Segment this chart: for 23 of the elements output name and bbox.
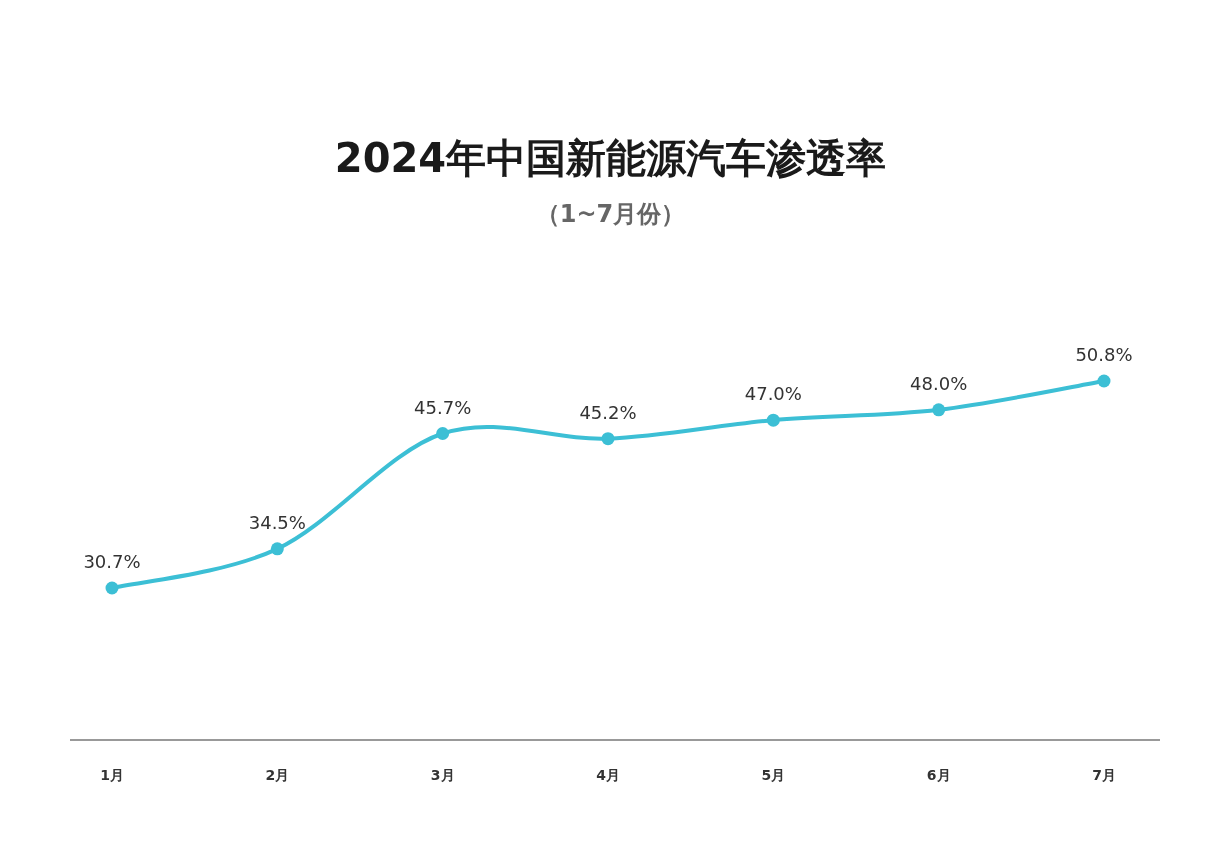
data-label: 30.7% <box>83 551 141 572</box>
x-tick-label: 4月 <box>596 767 620 783</box>
x-tick-label: 5月 <box>761 767 786 783</box>
data-label: 45.2% <box>579 401 637 423</box>
point <box>270 542 284 556</box>
x-tick-label: 6月 <box>926 767 951 783</box>
x-tick-label: 2月 <box>265 767 290 783</box>
point <box>436 427 450 441</box>
point <box>1097 374 1111 388</box>
chart-subtitle: （1~7月份） <box>535 200 686 228</box>
data-label: 48.0% <box>910 372 968 394</box>
x-tick-label: 1月 <box>100 767 124 783</box>
data-label: 45.7% <box>414 396 472 418</box>
x-tick-label: 7月 <box>1092 767 1116 783</box>
x-tick-label: 3月 <box>430 767 455 783</box>
data-label: 50.8% <box>1075 344 1133 365</box>
data-label: 34.5% <box>248 511 306 533</box>
point <box>766 413 780 427</box>
point <box>105 581 119 595</box>
data-label: 47.0% <box>744 383 802 405</box>
point <box>601 432 615 446</box>
point <box>932 403 946 417</box>
chart-title: 2024年中国新能源汽车渗透率 <box>334 135 887 181</box>
